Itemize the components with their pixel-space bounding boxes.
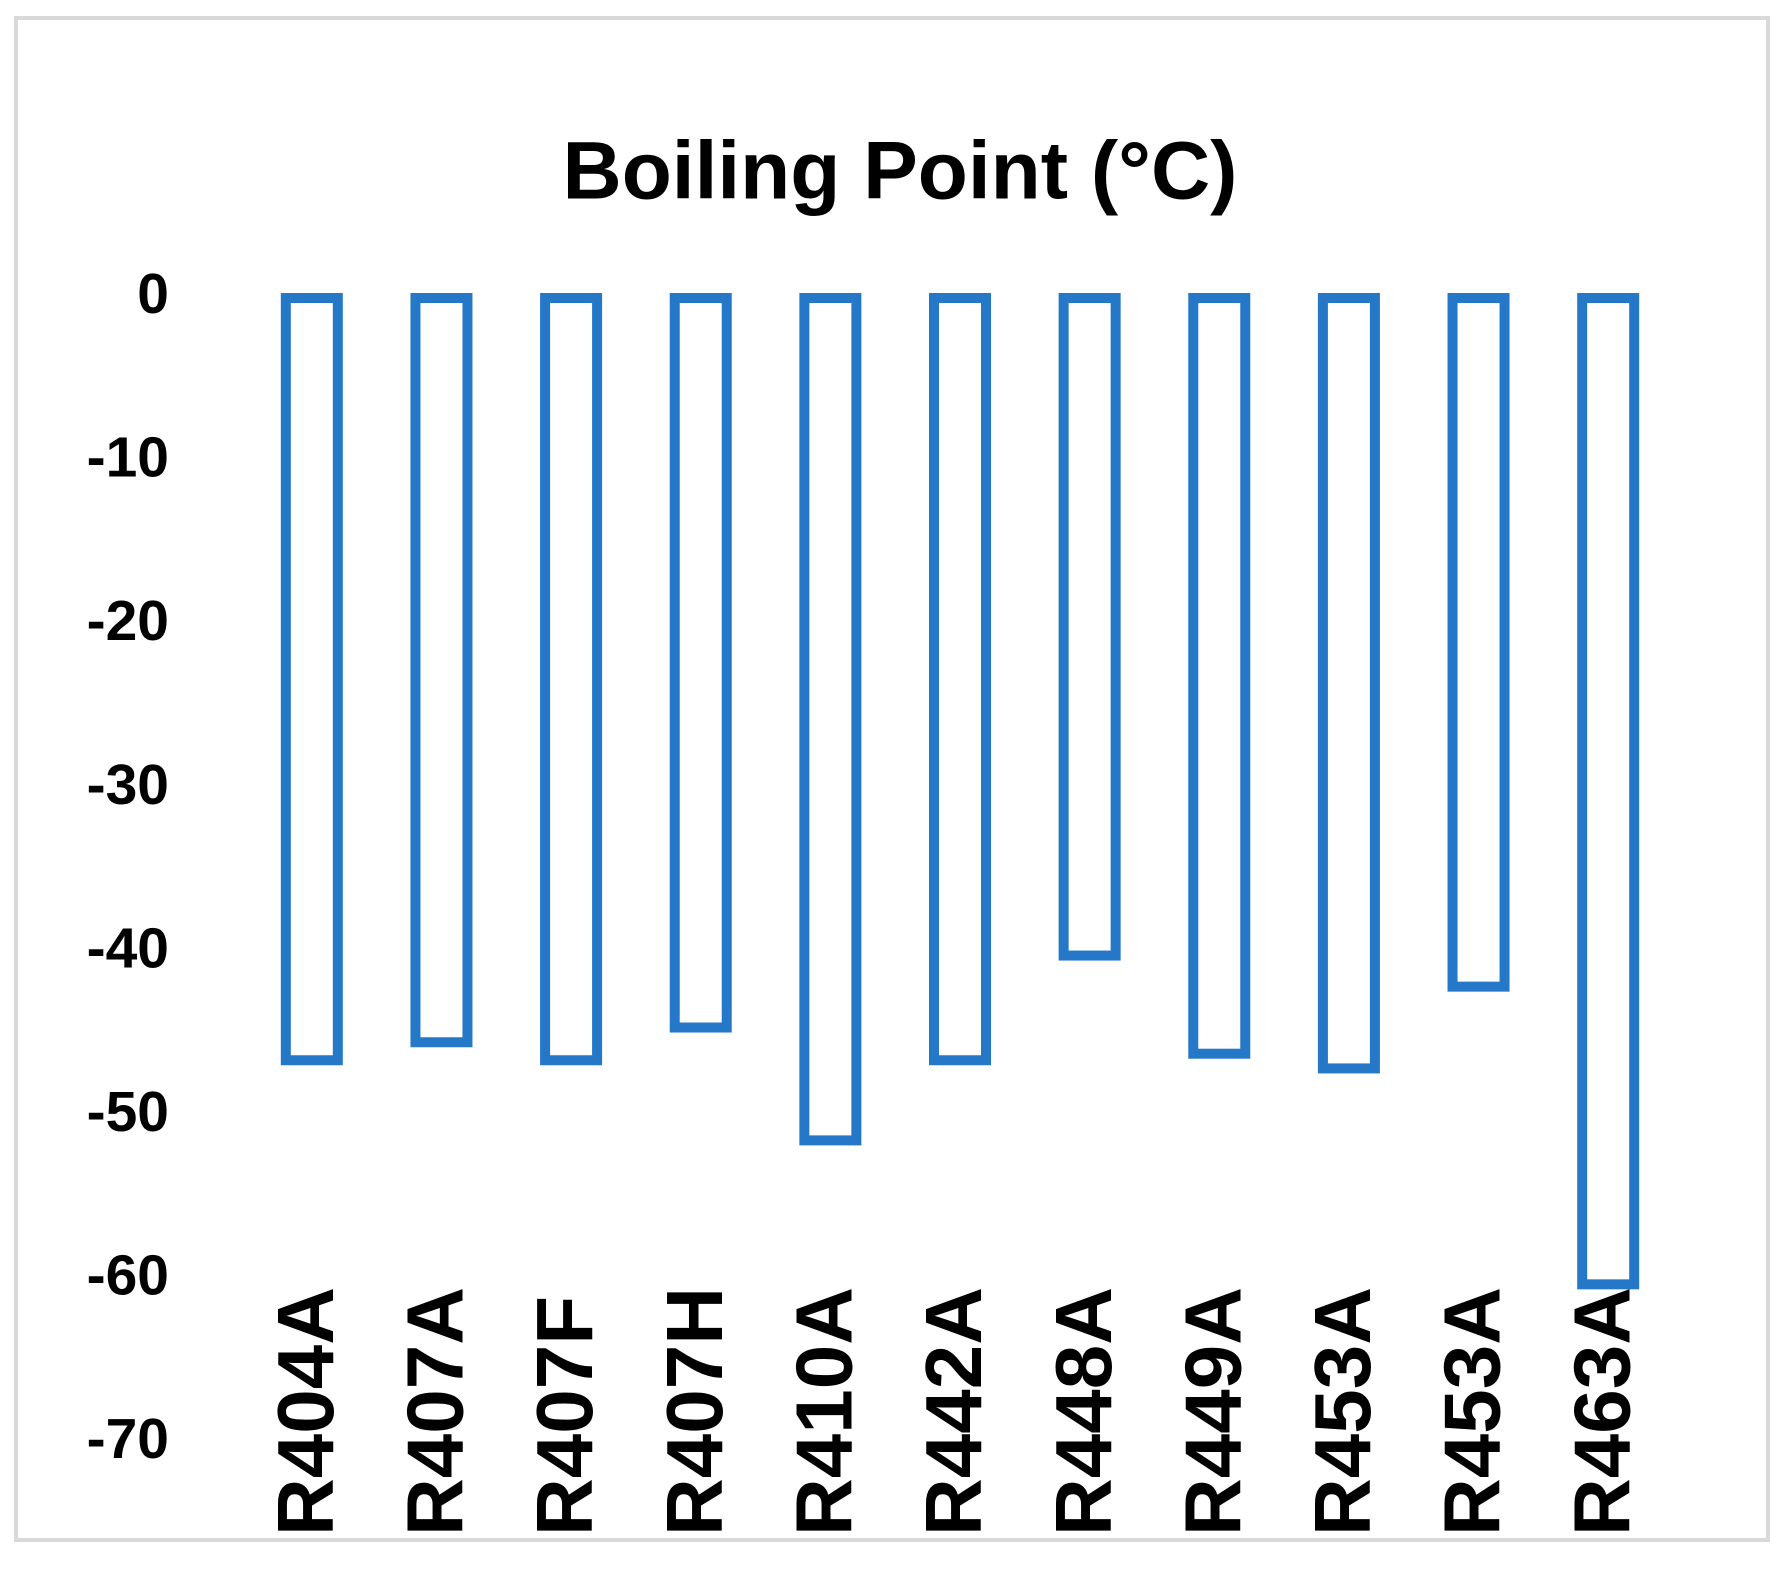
y-tick-label: -10 [87,426,169,490]
bar [410,293,473,1048]
x-tick-label: R410A [779,1287,868,1536]
bar [540,293,603,1066]
bar [1317,293,1380,1074]
y-tick-label: -50 [87,1080,169,1144]
y-tick-label: -40 [87,916,169,980]
y-tick-label: 0 [137,262,169,326]
y-tick-label: -70 [87,1407,169,1471]
bar [929,293,991,1066]
x-tick-label: R442A [909,1287,998,1536]
bar [280,293,343,1066]
chart-title: Boiling Point (°C) [563,126,1238,217]
chart-border [14,16,1770,1542]
bar [799,293,862,1146]
bar [669,293,732,1033]
bar [1188,293,1251,1059]
bar [1058,293,1121,961]
x-tick-label: R449A [1168,1287,1257,1536]
x-tick-label: R453A [1428,1287,1517,1536]
x-tick-label: R407H [650,1287,739,1536]
bar [1577,293,1640,1290]
x-tick-label: R463A [1557,1287,1646,1536]
bar [1447,293,1510,992]
x-tick-label: R448A [1039,1287,1128,1536]
y-tick-label: -30 [87,753,169,817]
y-tick-label: -20 [87,589,169,653]
x-tick-label: R404A [261,1287,350,1536]
y-tick-label: -60 [87,1243,169,1307]
x-tick-label: R453A [1298,1287,1387,1536]
x-tick-label: R407F [520,1296,609,1536]
x-tick-label: R407A [391,1287,480,1536]
